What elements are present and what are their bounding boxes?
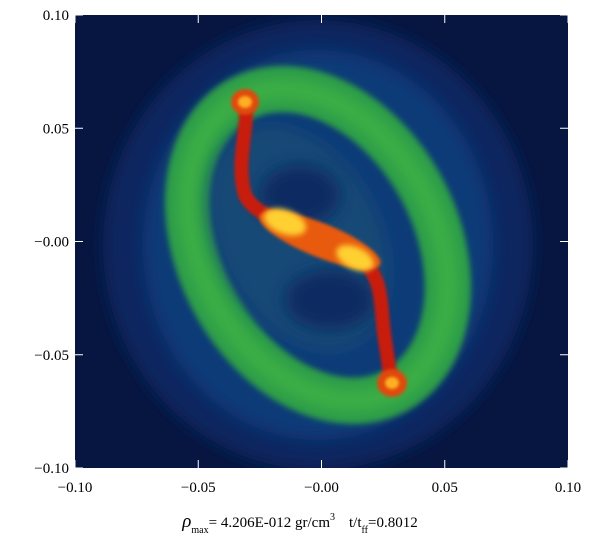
caption-rho-value: = 4.206E-012 gr/cm <box>209 515 331 531</box>
x-tick-label: −0.05 <box>181 480 216 496</box>
y-tick-label: −0.05 <box>34 348 69 364</box>
x-tick-label: −0.00 <box>304 480 339 496</box>
x-tick-label: 0.05 <box>432 480 458 496</box>
caption-rho-sub: max <box>191 525 208 536</box>
x-tick-label: 0.10 <box>555 480 581 496</box>
caption-time-sub: ff <box>362 525 369 536</box>
y-tick-label: 0.10 <box>43 8 69 24</box>
x-tick-label: −0.10 <box>58 480 93 496</box>
density-image <box>75 15 568 468</box>
caption-unit-sup: 3 <box>330 512 335 523</box>
y-tick-label: −0.00 <box>34 235 69 251</box>
caption-time: t/t <box>349 515 362 531</box>
y-tick-label: −0.10 <box>34 461 69 477</box>
caption-time-value: =0.8012 <box>368 515 418 531</box>
y-tick-label: 0.05 <box>43 121 69 137</box>
caption-rho: ρ <box>181 511 191 532</box>
caption: ρmax= 4.206E-012 gr/cm3 t/tff=0.8012 <box>181 511 417 536</box>
